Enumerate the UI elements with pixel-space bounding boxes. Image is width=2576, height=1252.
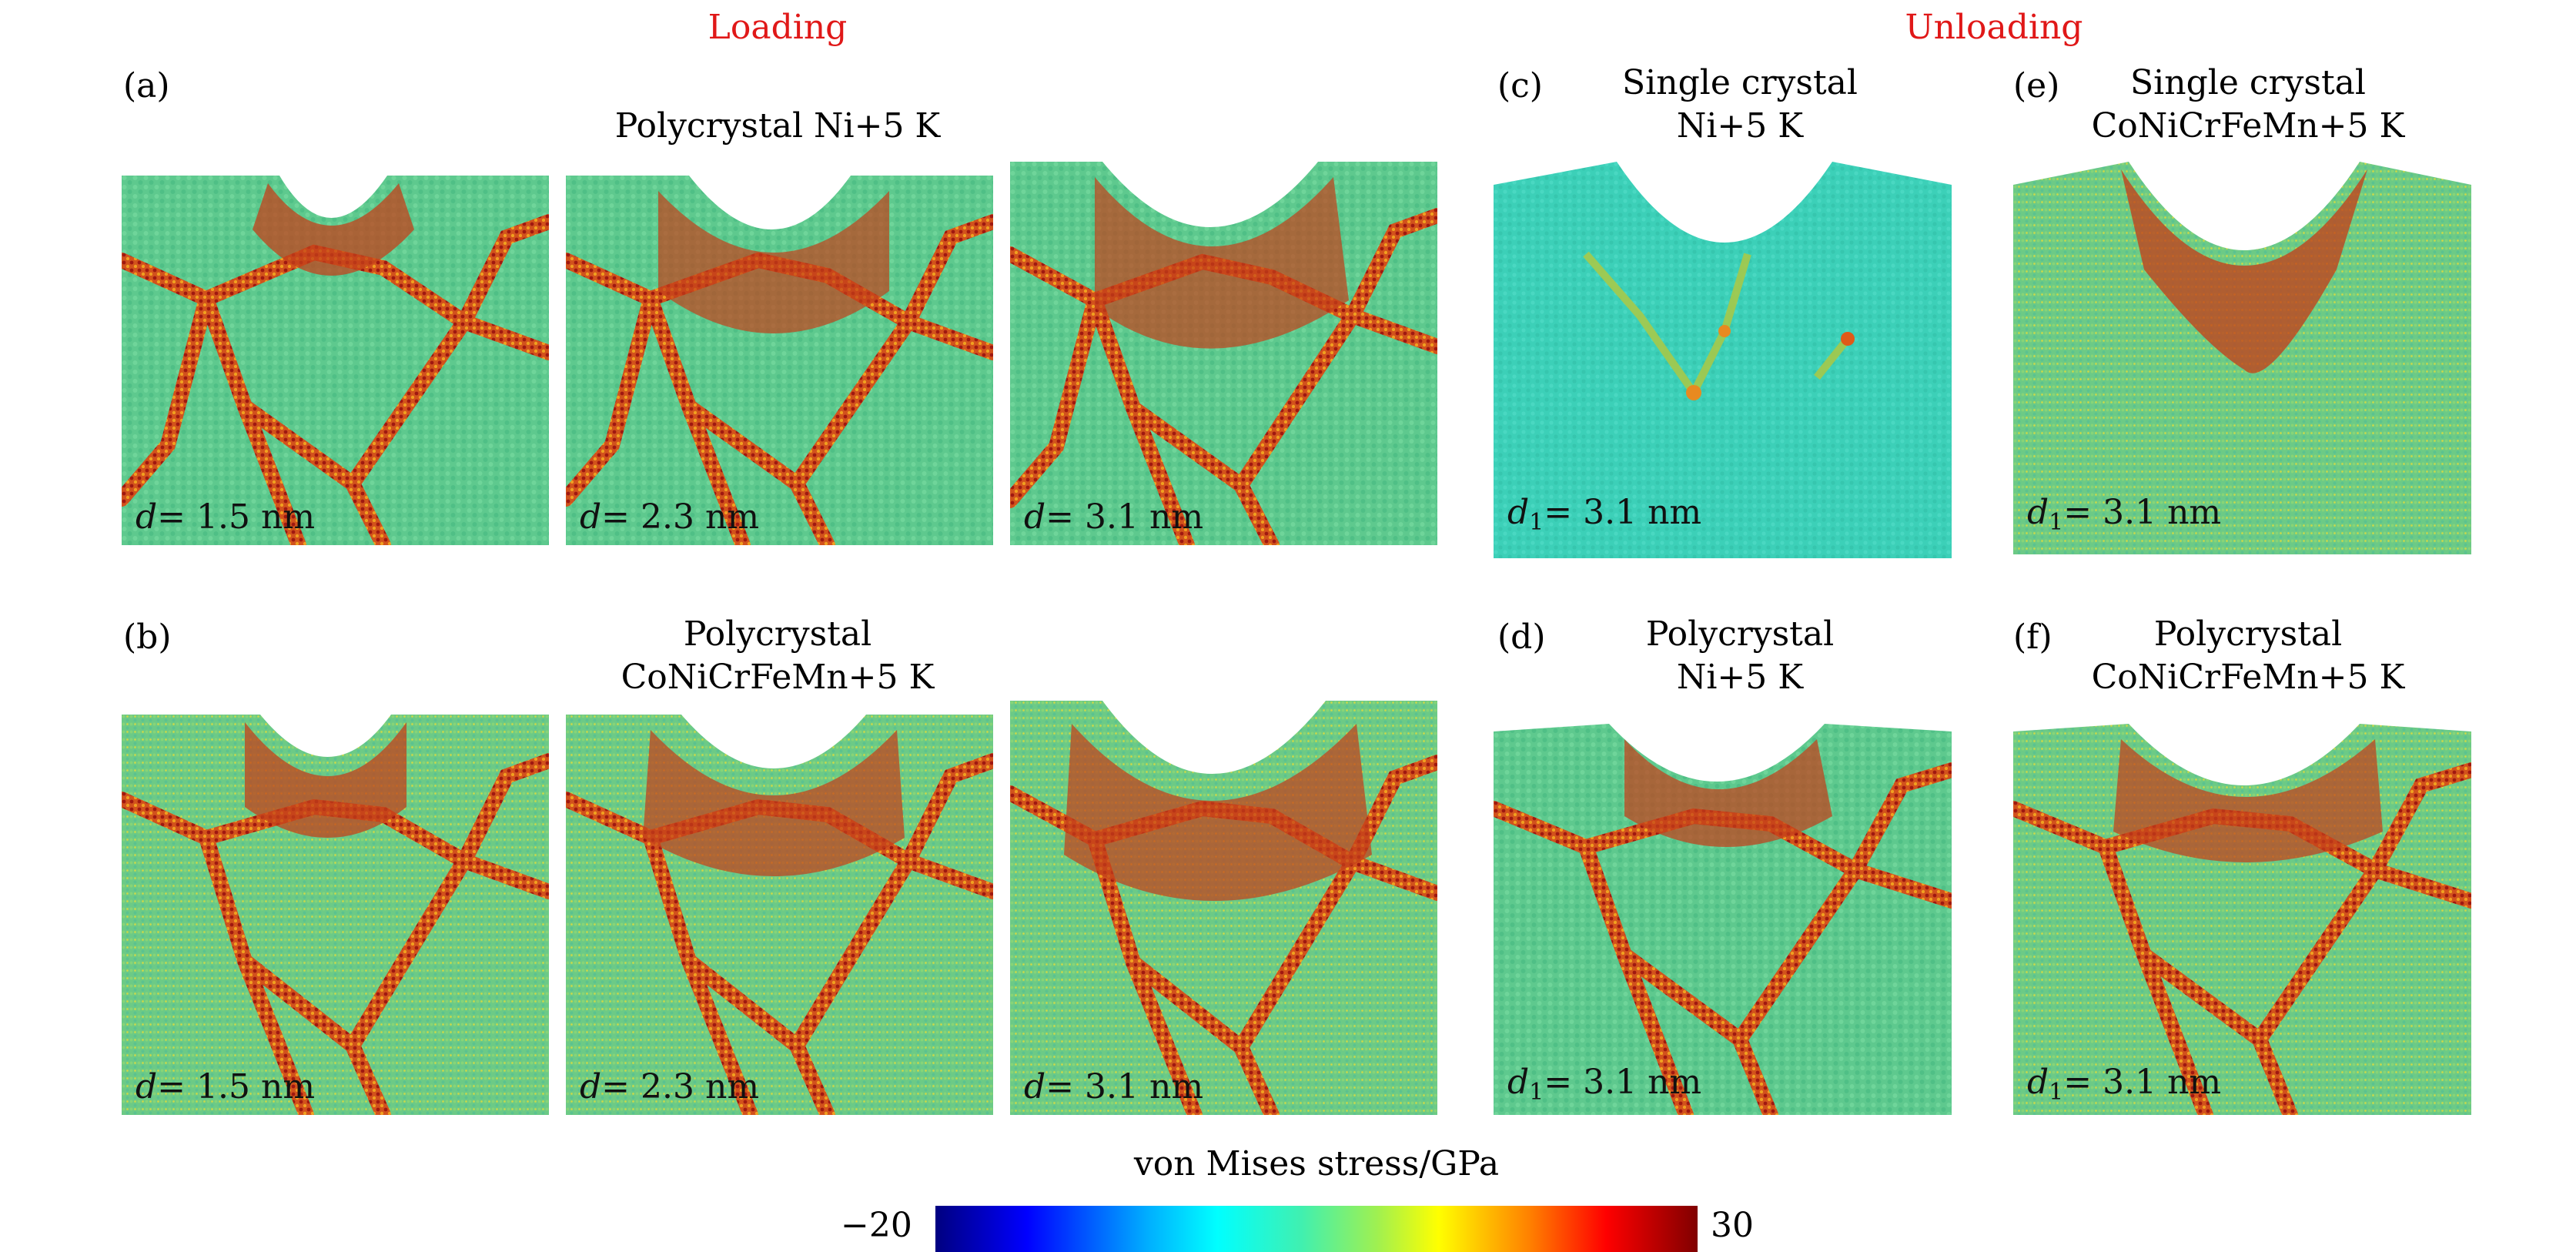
panel-d-label: (d)	[1497, 618, 1546, 657]
panel-d-title-line2: Ni+5 K	[1676, 658, 1804, 697]
panel-b-image-2: d= 2.3 nm	[566, 715, 993, 1115]
panel-e-title: Single crystal CoNiCrFeMn+5 K	[2048, 62, 2448, 148]
panel-f-title-line1: Polycrystal	[2153, 614, 2343, 654]
panel-e-image: d1= 3.1 nm	[2013, 162, 2471, 554]
panel-b-1-depth: d= 1.5 nm	[135, 1067, 315, 1106]
panel-e-label: (e)	[2013, 66, 2060, 105]
panel-b-title-line1: Polycrystal	[683, 614, 872, 654]
panel-b-2-depth: d= 2.3 nm	[580, 1067, 759, 1106]
panel-a-image-2: d= 2.3 nm	[566, 176, 993, 545]
panel-d-image: d1= 3.1 nm	[1494, 724, 1952, 1115]
panel-e-title-line1: Single crystal	[2130, 63, 2366, 102]
panel-c-image: d1= 3.1 nm	[1494, 162, 1952, 558]
panel-a-2-depth: d= 2.3 nm	[580, 497, 759, 537]
panel-c-title: Single crystal Ni+5 K	[1586, 62, 1894, 148]
panel-f-label: (f)	[2013, 618, 2052, 657]
panel-a-image-1: d= 1.5 nm	[122, 176, 549, 545]
panel-a-image-3: d= 3.1 nm	[1010, 162, 1437, 545]
panel-a-title: Polycrystal Ni+5 K	[614, 106, 941, 146]
loading-header: Loading	[708, 8, 848, 47]
colorbar-title: von Mises stress/GPa	[1133, 1144, 1500, 1183]
panel-f-title-line2: CoNiCrFeMn+5 K	[2091, 658, 2405, 697]
panel-b-image-3: d= 3.1 nm	[1010, 701, 1437, 1115]
panel-e-title-line2: CoNiCrFeMn+5 K	[2091, 106, 2405, 146]
panel-d-title: Polycrystal Ni+5 K	[1586, 613, 1894, 699]
panel-b-3-depth: d= 3.1 nm	[1024, 1067, 1203, 1106]
panel-c-label: (c)	[1497, 66, 1543, 105]
panel-f-depth: d1= 3.1 nm	[2027, 1063, 2221, 1106]
panel-c-depth: d1= 3.1 nm	[1507, 493, 1701, 536]
panel-a-label: (a)	[123, 66, 170, 105]
panel-b-image-1: d= 1.5 nm	[122, 715, 549, 1115]
panel-a-1-depth: d= 1.5 nm	[135, 497, 315, 537]
panel-d-title-line1: Polycrystal	[1645, 614, 1835, 654]
panel-f-image: d1= 3.1 nm	[2013, 724, 2471, 1115]
panel-c-title-line2: Ni+5 K	[1676, 106, 1804, 146]
panel-c-title-line1: Single crystal	[1622, 63, 1858, 102]
colorbar	[935, 1206, 1698, 1252]
panel-b-title: Polycrystal CoNiCrFeMn+5 K	[524, 613, 1032, 699]
unloading-header: Unloading	[1905, 8, 2083, 47]
panel-e-depth: d1= 3.1 nm	[2027, 493, 2221, 536]
panel-d-depth: d1= 3.1 nm	[1507, 1063, 1701, 1106]
panel-a-3-depth: d= 3.1 nm	[1024, 497, 1203, 537]
panel-b-label: (b)	[123, 618, 172, 657]
panel-b-title-line2: CoNiCrFeMn+5 K	[621, 658, 935, 697]
panel-f-title: Polycrystal CoNiCrFeMn+5 K	[2048, 613, 2448, 699]
colorbar-max-label: 30	[1711, 1206, 1754, 1245]
colorbar-min-label: −20	[841, 1206, 912, 1245]
